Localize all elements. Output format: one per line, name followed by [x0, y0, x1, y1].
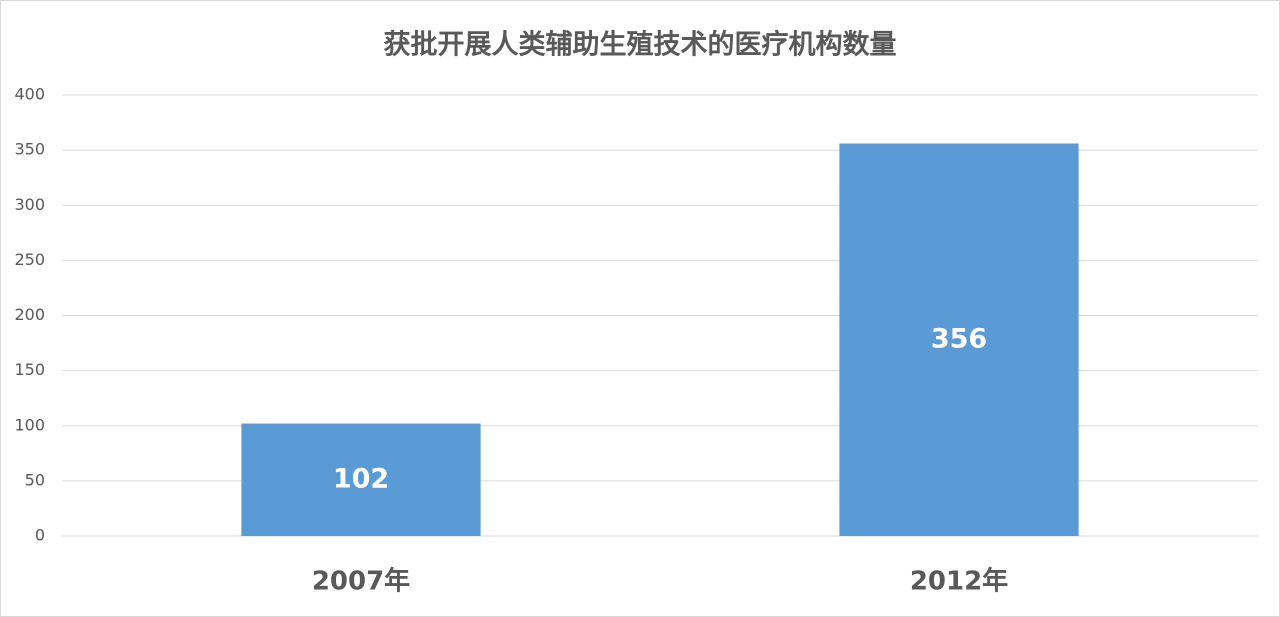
y-tick-label: 150	[14, 360, 45, 379]
y-tick-label: 100	[14, 415, 45, 434]
y-tick-label: 300	[14, 195, 45, 214]
y-tick-label: 50	[25, 470, 45, 489]
bar	[839, 143, 1079, 536]
bar	[241, 423, 481, 536]
x-tick-label: 2012年	[910, 566, 1008, 597]
y-tick-label: 350	[14, 140, 45, 159]
y-tick-label: 0	[35, 526, 45, 545]
data-label: 102	[333, 463, 389, 494]
x-tick-label: 2007年	[312, 566, 410, 597]
y-tick-label: 250	[14, 250, 45, 269]
y-tick-label: 400	[14, 85, 45, 104]
data-label: 356	[931, 323, 987, 354]
chart-title: 获批开展人类辅助生殖技术的医疗机构数量	[384, 29, 897, 61]
y-tick-label: 200	[14, 305, 45, 324]
